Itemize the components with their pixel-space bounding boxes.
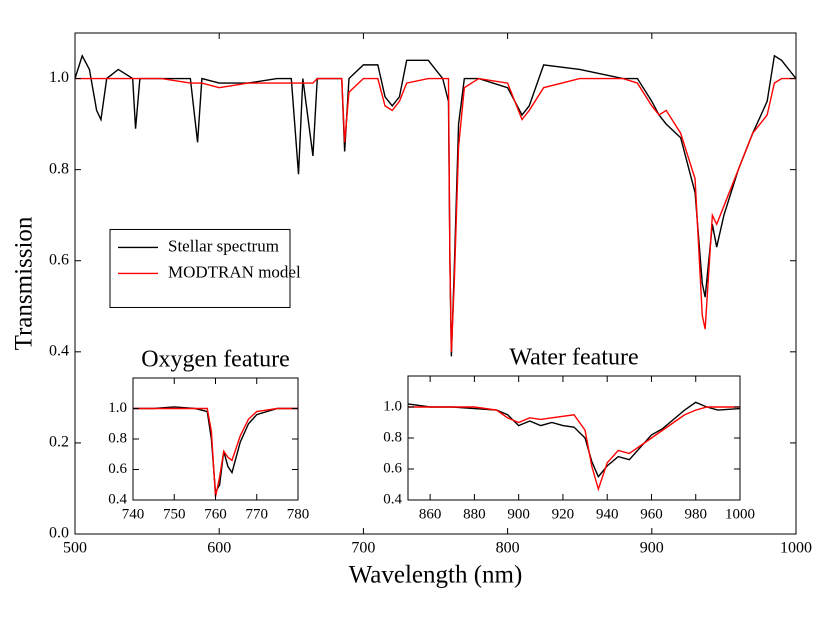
y-tick-label: 0.4 xyxy=(383,491,402,507)
inset-title: Water feature xyxy=(509,345,638,371)
y-tick-label: 0.6 xyxy=(383,460,402,476)
y-axis-label: Transmission xyxy=(11,216,38,350)
x-tick-label: 900 xyxy=(640,540,664,557)
legend-label: MODTRAN model xyxy=(168,262,301,281)
x-tick-label: 1000 xyxy=(725,506,755,522)
x-tick-label: 700 xyxy=(351,540,375,557)
y-tick-label: 0.8 xyxy=(49,160,69,177)
data-line xyxy=(74,53,797,357)
y-tick-label: 0.6 xyxy=(49,251,69,268)
x-tick-label: 960 xyxy=(640,506,663,522)
x-tick-label: 750 xyxy=(163,506,186,522)
y-tick-label: 1.0 xyxy=(108,400,127,416)
x-axis-label: Wavelength (nm) xyxy=(349,562,523,589)
data-line xyxy=(75,77,796,352)
y-tick-label: 1.0 xyxy=(49,69,69,86)
data-line xyxy=(133,407,298,498)
plot-area xyxy=(133,378,298,500)
data-line xyxy=(407,401,741,479)
y-tick-label: 0.0 xyxy=(49,525,69,542)
y-tick-label: 0.6 xyxy=(108,461,127,477)
y-tick-label: 0.2 xyxy=(49,434,69,451)
x-tick-label: 500 xyxy=(63,540,87,557)
legend-box xyxy=(109,228,291,308)
plot-area xyxy=(408,376,740,500)
y-tick-label: 0.4 xyxy=(49,342,69,359)
y-tick-label: 1.0 xyxy=(383,398,402,414)
y-tick-label: 0.8 xyxy=(383,429,402,445)
x-tick-label: 760 xyxy=(204,506,227,522)
x-tick-label: 770 xyxy=(246,506,269,522)
x-tick-label: 740 xyxy=(122,506,145,522)
x-tick-label: 1000 xyxy=(780,540,812,557)
x-tick-label: 880 xyxy=(463,506,486,522)
axes-frame xyxy=(74,32,797,535)
data-line xyxy=(408,406,740,492)
x-tick-label: 940 xyxy=(596,506,619,522)
x-tick-label: 780 xyxy=(287,506,310,522)
x-tick-label: 920 xyxy=(552,506,575,522)
legend-label: Stellar spectrum xyxy=(168,236,279,255)
inset-title: Oxygen feature xyxy=(141,347,290,373)
y-tick-label: 0.8 xyxy=(108,430,127,446)
x-tick-label: 900 xyxy=(507,506,530,522)
x-tick-label: 800 xyxy=(496,540,520,557)
x-tick-label: 980 xyxy=(684,506,707,522)
x-tick-label: 600 xyxy=(207,540,231,557)
x-tick-label: 860 xyxy=(419,506,442,522)
y-tick-label: 0.4 xyxy=(108,491,127,507)
